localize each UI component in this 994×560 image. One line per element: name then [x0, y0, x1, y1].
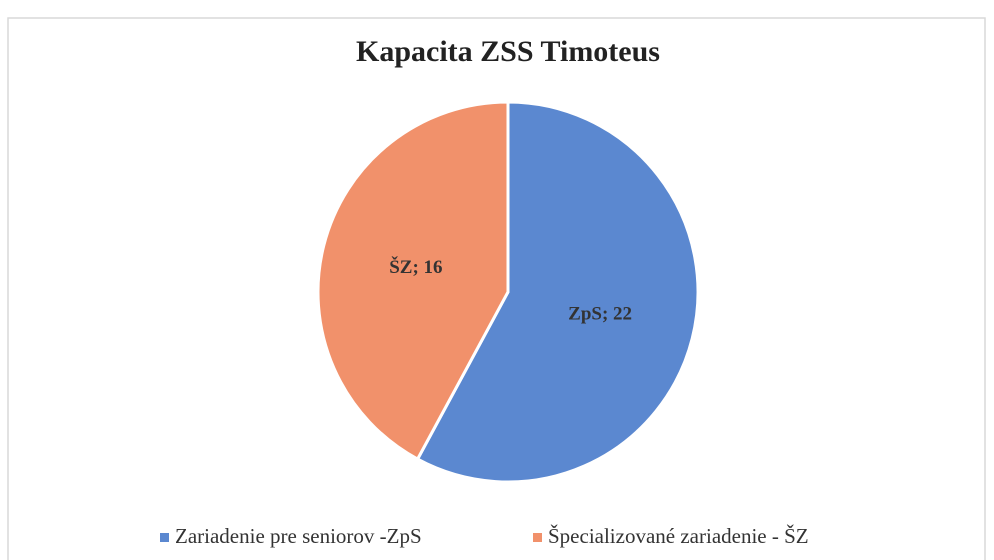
legend-swatch	[533, 533, 542, 542]
pie-slice	[316, 100, 510, 462]
pie-slice	[415, 100, 700, 484]
chart-title: Kapacita ZSS Timoteus	[356, 35, 660, 68]
legend-swatch	[160, 533, 169, 542]
legend-label: Zariadenie pre seniorov -ZpS	[175, 524, 422, 548]
legend-label: Špecializované zariadenie - ŠZ	[548, 524, 809, 548]
data-label: ŠZ; 16	[389, 256, 442, 278]
data-label: ZpS; 22	[568, 304, 632, 325]
